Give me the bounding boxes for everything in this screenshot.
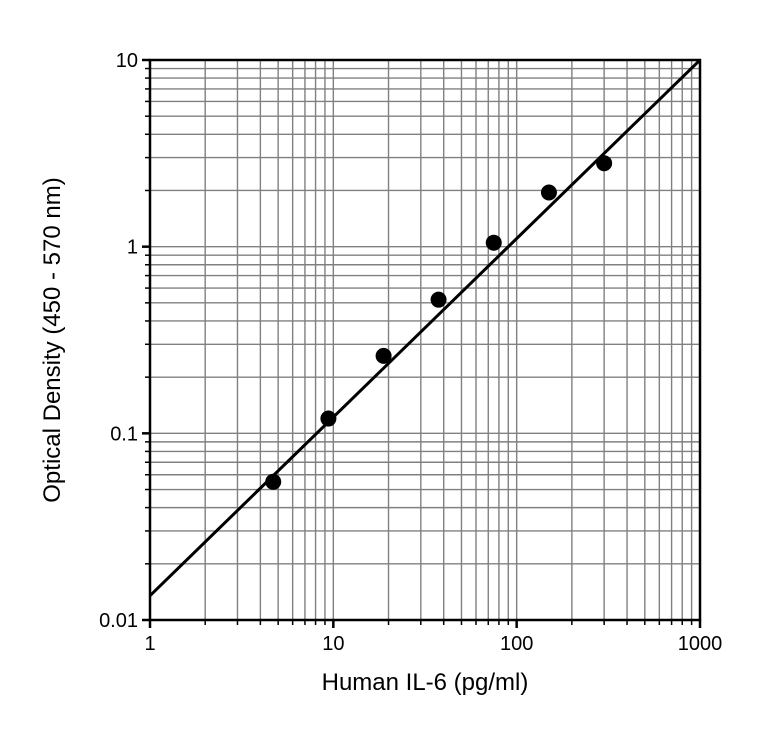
x-tick-label: 1000	[678, 633, 723, 655]
y-tick-label: 0.01	[99, 610, 138, 632]
y-tick-label: 1	[127, 237, 138, 259]
chart-container: 1 10 100 1000 0.01 0.1 1 10 Human IL-6 (pg/ml) Op…	[0, 0, 758, 750]
data-point	[265, 474, 281, 490]
y-axis-label: Optical Density (450 - 570 nm)	[39, 177, 66, 502]
data-point	[596, 155, 612, 171]
x-tick-label: 1	[144, 633, 155, 655]
data-point	[320, 411, 336, 427]
data-point	[376, 348, 392, 364]
data-point	[541, 185, 557, 201]
x-axis-label: Human IL-6 (pg/ml)	[322, 669, 529, 696]
y-tick-label: 10	[116, 50, 138, 72]
x-tick-label: 10	[322, 633, 344, 655]
y-tick-label: 0.1	[110, 423, 138, 445]
log-log-scatter-chart: 1 10 100 1000 0.01 0.1 1 10 Human IL-6 (pg/ml) Op…	[0, 0, 758, 750]
data-point	[486, 235, 502, 251]
data-point	[431, 292, 447, 308]
x-tick-label: 100	[500, 633, 533, 655]
